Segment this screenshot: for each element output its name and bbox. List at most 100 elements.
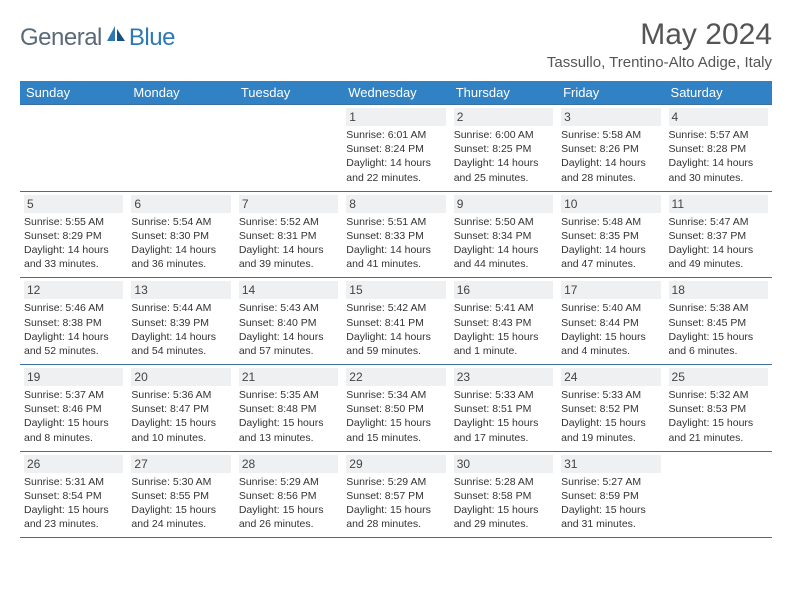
day-number: 21 [239, 368, 338, 386]
day-info: Sunrise: 5:52 AMSunset: 8:31 PMDaylight:… [239, 215, 338, 272]
day-number: 15 [346, 281, 445, 299]
month-title: May 2024 [547, 18, 772, 52]
week-row: 1Sunrise: 6:01 AMSunset: 8:24 PMDaylight… [20, 105, 772, 192]
day-number: 16 [454, 281, 553, 299]
day-info: Sunrise: 5:55 AMSunset: 8:29 PMDaylight:… [24, 215, 123, 272]
day-number: 24 [561, 368, 660, 386]
day-info: Sunrise: 6:00 AMSunset: 8:25 PMDaylight:… [454, 128, 553, 185]
day-number: 6 [131, 195, 230, 213]
day-cell: 15 Sunrise: 5:42 AMSunset: 8:41 PMDayligh… [342, 278, 449, 365]
day-number: 29 [346, 455, 445, 473]
day-number: 5 [24, 195, 123, 213]
day-cell: 21 Sunrise: 5:35 AMSunset: 8:48 PMDayligh… [235, 365, 342, 452]
day-cell: 25 Sunrise: 5:32 AMSunset: 8:53 PMDayligh… [665, 365, 772, 452]
day-cell: 30Sunrise: 5:28 AMSunset: 8:58 PMDayligh… [450, 451, 557, 538]
day-cell [235, 105, 342, 192]
day-cell: 14 Sunrise: 5:43 AMSunset: 8:40 PMDayligh… [235, 278, 342, 365]
week-row: 5 Sunrise: 5:55 AMSunset: 8:29 PMDaylight… [20, 191, 772, 278]
day-info: Sunrise: 5:41 AMSunset: 8:43 PMDaylight:… [454, 301, 553, 358]
title-block: May 2024 Tassullo, Trentino-Alto Adige, … [547, 18, 772, 71]
day-cell: 29 Sunrise: 5:29 AMSunset: 8:57 PMDayligh… [342, 451, 449, 538]
header: General Blue May 2024 Tassullo, Trentino… [20, 18, 772, 71]
day-cell: 31 Sunrise: 5:27 AMSunset: 8:59 PMDayligh… [557, 451, 664, 538]
day-cell: 5 Sunrise: 5:55 AMSunset: 8:29 PMDaylight… [20, 191, 127, 278]
day-number: 23 [454, 368, 553, 386]
day-cell: 24 Sunrise: 5:33 AMSunset: 8:52 PMDayligh… [557, 365, 664, 452]
day-number: 3 [561, 108, 660, 126]
day-info: Sunrise: 5:43 AMSunset: 8:40 PMDaylight:… [239, 301, 338, 358]
day-info: Sunrise: 5:51 AMSunset: 8:33 PMDaylight:… [346, 215, 445, 272]
dayname-header: Sunday [20, 81, 127, 105]
day-number: 28 [239, 455, 338, 473]
day-cell: 20 Sunrise: 5:36 AMSunset: 8:47 PMDayligh… [127, 365, 234, 452]
day-cell: 23 Sunrise: 5:33 AMSunset: 8:51 PMDayligh… [450, 365, 557, 452]
day-info: Sunrise: 5:33 AMSunset: 8:52 PMDaylight:… [561, 388, 660, 445]
day-cell: 11 Sunrise: 5:47 AMSunset: 8:37 PMDayligh… [665, 191, 772, 278]
day-number: 1 [346, 108, 445, 126]
day-info: Sunrise: 5:30 AMSunset: 8:55 PMDaylight:… [131, 475, 230, 532]
day-cell: 8 Sunrise: 5:51 AMSunset: 8:33 PMDaylight… [342, 191, 449, 278]
day-cell: 12 Sunrise: 5:46 AMSunset: 8:38 PMDayligh… [20, 278, 127, 365]
day-number: 18 [669, 281, 768, 299]
week-row: 12 Sunrise: 5:46 AMSunset: 8:38 PMDayligh… [20, 278, 772, 365]
day-cell [127, 105, 234, 192]
day-number: 31 [561, 455, 660, 473]
day-cell: 19Sunrise: 5:37 AMSunset: 8:46 PMDayligh… [20, 365, 127, 452]
day-info: Sunrise: 5:50 AMSunset: 8:34 PMDaylight:… [454, 215, 553, 272]
dayname-header: Thursday [450, 81, 557, 105]
day-info: Sunrise: 5:33 AMSunset: 8:51 PMDaylight:… [454, 388, 553, 445]
day-cell: 2Sunrise: 6:00 AMSunset: 8:25 PMDaylight… [450, 105, 557, 192]
calendar-body: 1Sunrise: 6:01 AMSunset: 8:24 PMDaylight… [20, 105, 772, 538]
dayname-header: Friday [557, 81, 664, 105]
day-number: 4 [669, 108, 768, 126]
day-number: 26 [24, 455, 123, 473]
day-cell [20, 105, 127, 192]
day-info: Sunrise: 5:37 AMSunset: 8:46 PMDaylight:… [24, 388, 123, 445]
day-number: 9 [454, 195, 553, 213]
day-info: Sunrise: 5:47 AMSunset: 8:37 PMDaylight:… [669, 215, 768, 272]
day-cell: 27 Sunrise: 5:30 AMSunset: 8:55 PMDayligh… [127, 451, 234, 538]
day-number: 14 [239, 281, 338, 299]
day-cell: 9 Sunrise: 5:50 AMSunset: 8:34 PMDaylight… [450, 191, 557, 278]
day-info: Sunrise: 5:54 AMSunset: 8:30 PMDaylight:… [131, 215, 230, 272]
location: Tassullo, Trentino-Alto Adige, Italy [547, 54, 772, 71]
day-cell: 28Sunrise: 5:29 AMSunset: 8:56 PMDayligh… [235, 451, 342, 538]
day-info: Sunrise: 5:42 AMSunset: 8:41 PMDaylight:… [346, 301, 445, 358]
day-info: Sunrise: 5:36 AMSunset: 8:47 PMDaylight:… [131, 388, 230, 445]
day-info: Sunrise: 5:32 AMSunset: 8:53 PMDaylight:… [669, 388, 768, 445]
logo-part2: Blue [129, 24, 175, 52]
day-number: 11 [669, 195, 768, 213]
day-cell: 1Sunrise: 6:01 AMSunset: 8:24 PMDaylight… [342, 105, 449, 192]
day-cell: 18 Sunrise: 5:38 AMSunset: 8:45 PMDayligh… [665, 278, 772, 365]
day-cell [665, 451, 772, 538]
day-info: Sunrise: 5:28 AMSunset: 8:58 PMDaylight:… [454, 475, 553, 532]
day-number: 17 [561, 281, 660, 299]
day-info: Sunrise: 5:27 AMSunset: 8:59 PMDaylight:… [561, 475, 660, 532]
day-info: Sunrise: 5:58 AMSunset: 8:26 PMDaylight:… [561, 128, 660, 185]
logo-part1: General [20, 24, 102, 52]
day-number: 22 [346, 368, 445, 386]
day-info: Sunrise: 5:48 AMSunset: 8:35 PMDaylight:… [561, 215, 660, 272]
day-info: Sunrise: 5:38 AMSunset: 8:45 PMDaylight:… [669, 301, 768, 358]
day-number: 25 [669, 368, 768, 386]
day-number: 20 [131, 368, 230, 386]
day-number: 12 [24, 281, 123, 299]
day-cell: 13Sunrise: 5:44 AMSunset: 8:39 PMDayligh… [127, 278, 234, 365]
day-number: 8 [346, 195, 445, 213]
day-info: Sunrise: 5:40 AMSunset: 8:44 PMDaylight:… [561, 301, 660, 358]
dayname-row: SundayMondayTuesdayWednesdayThursdayFrid… [20, 81, 772, 105]
day-number: 27 [131, 455, 230, 473]
dayname-header: Tuesday [235, 81, 342, 105]
week-row: 19Sunrise: 5:37 AMSunset: 8:46 PMDayligh… [20, 365, 772, 452]
day-info: Sunrise: 5:46 AMSunset: 8:38 PMDaylight:… [24, 301, 123, 358]
day-info: Sunrise: 5:31 AMSunset: 8:54 PMDaylight:… [24, 475, 123, 532]
day-info: Sunrise: 5:35 AMSunset: 8:48 PMDaylight:… [239, 388, 338, 445]
dayname-header: Saturday [665, 81, 772, 105]
day-number: 13 [131, 281, 230, 299]
dayname-header: Monday [127, 81, 234, 105]
day-cell: 17 Sunrise: 5:40 AMSunset: 8:44 PMDayligh… [557, 278, 664, 365]
day-info: Sunrise: 5:29 AMSunset: 8:57 PMDaylight:… [346, 475, 445, 532]
day-number: 7 [239, 195, 338, 213]
dayname-header: Wednesday [342, 81, 449, 105]
day-cell: 22Sunrise: 5:34 AMSunset: 8:50 PMDayligh… [342, 365, 449, 452]
